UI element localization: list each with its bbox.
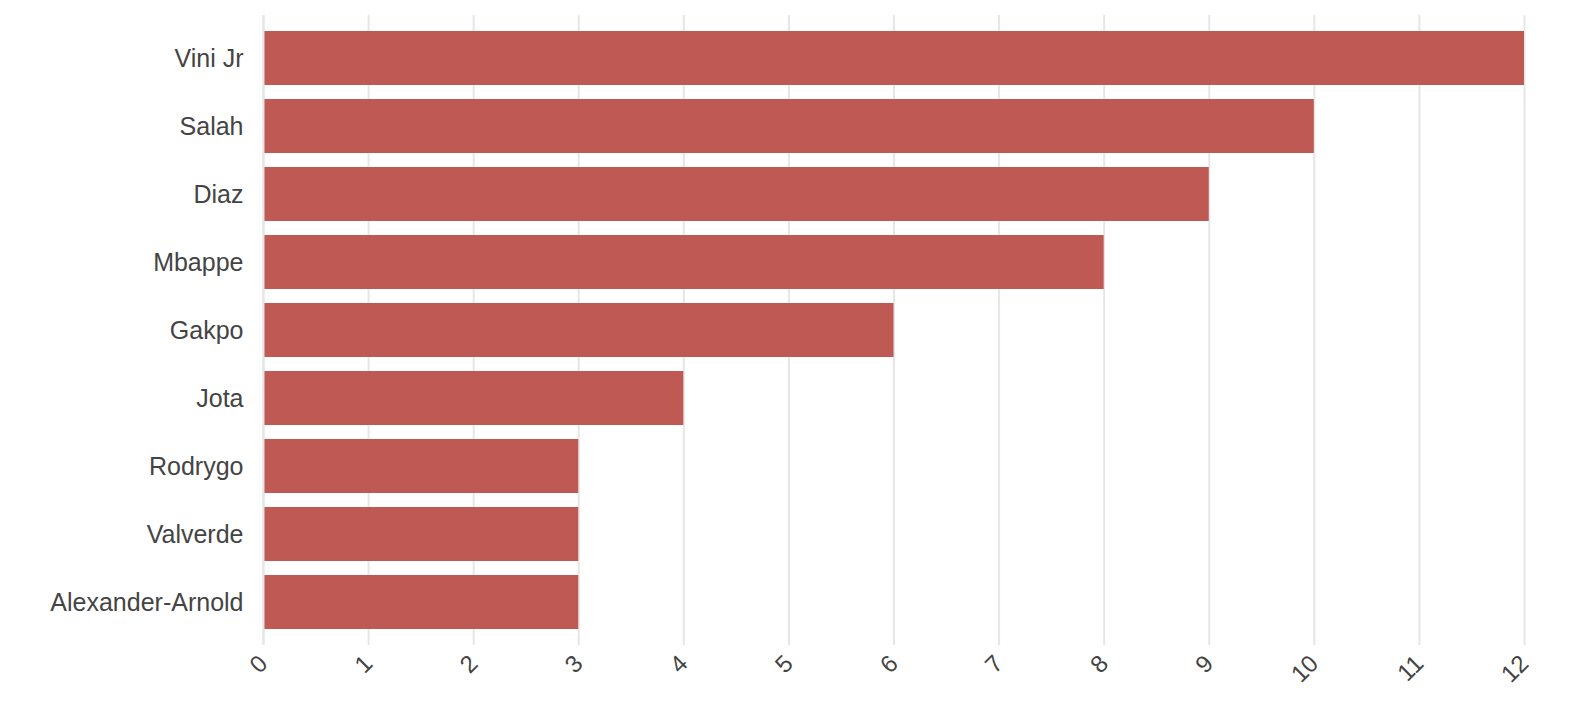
svg-text:1: 1	[349, 649, 378, 678]
svg-text:Jota: Jota	[196, 384, 243, 412]
svg-text:11: 11	[1392, 649, 1429, 686]
svg-text:Diaz: Diaz	[193, 180, 243, 208]
svg-text:9: 9	[1190, 649, 1219, 678]
svg-text:Vini Jr: Vini Jr	[174, 44, 243, 72]
svg-text:Gakpo: Gakpo	[170, 316, 244, 344]
svg-text:Salah: Salah	[180, 112, 244, 140]
svg-text:2: 2	[454, 649, 483, 678]
svg-text:8: 8	[1085, 649, 1114, 678]
svg-text:12: 12	[1495, 649, 1533, 687]
svg-text:0: 0	[244, 649, 273, 678]
svg-text:7: 7	[980, 649, 1009, 678]
svg-text:Mbappe: Mbappe	[153, 248, 243, 276]
svg-text:Valverde: Valverde	[147, 520, 244, 548]
svg-text:6: 6	[874, 649, 903, 678]
svg-text:3: 3	[559, 649, 588, 678]
svg-text:Rodrygo: Rodrygo	[149, 452, 244, 480]
svg-text:Alexander-Arnold: Alexander-Arnold	[50, 588, 243, 616]
svg-text:4: 4	[664, 649, 693, 678]
svg-text:10: 10	[1285, 649, 1323, 687]
svg-text:5: 5	[769, 649, 798, 678]
